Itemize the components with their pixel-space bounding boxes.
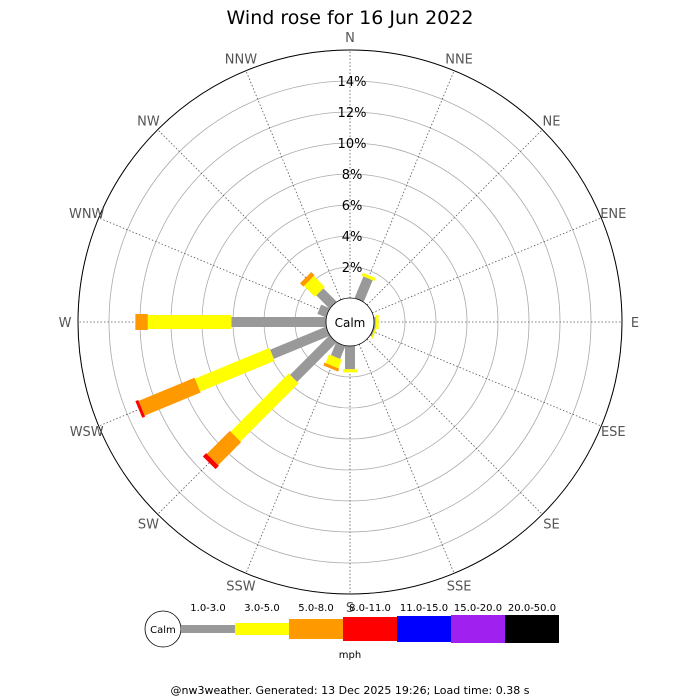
direction-label-ese: ESE [601,425,626,440]
direction-label-nne: NNE [445,53,473,68]
spoke-ne [366,129,543,306]
bar-ssw-5.0-8.0 [323,362,340,372]
radial-tick-labels: 2% 4% 6% 8% 10% 12% 14% [338,75,367,276]
bar-nne-1.0-3.0 [354,276,373,302]
bar-wnw-1.0-3.0 [317,304,330,318]
bar-sw-5.0-8.0 [206,430,242,466]
bar-sw-3.0-5.0 [230,373,299,442]
speed-legend: Calm 1.0-3.0 3.0-5.0 5.0-8.0 8.0-11.0 11.0-15… [144,603,559,661]
direction-labels: N NNE NE ENE E ESE SE SSE S SSW SW WSW W WNW NW NNW [59,31,640,616]
legend-swatch-1.0-3.0 [181,625,235,633]
direction-label-nw: NW [137,114,160,129]
legend-bin-label: 8.0-11.0 [349,603,391,614]
spoke-nne [358,70,455,300]
direction-label-ene: ENE [600,207,626,222]
direction-label-e: E [631,316,639,331]
bar-sw-8.0-11.0 [202,453,219,470]
calm-center: Calm [325,297,375,347]
direction-spokes [78,50,622,594]
bar-nw-5.0-8.0 [299,271,315,287]
calm-label: Calm [335,316,366,330]
spoke-sse [358,344,455,574]
direction-label-ne: NE [543,114,561,129]
radial-tick-label: 10% [338,137,367,152]
bar-ssw-1.0-3.0 [330,342,346,359]
radial-tick-label: 12% [338,106,367,121]
bar-wsw-5.0-8.0 [138,377,201,416]
legend-bin-label: 1.0-3.0 [190,603,225,614]
legend-swatch-11.0-15.0 [397,616,451,642]
radial-tick-label: 8% [342,168,363,183]
direction-label-ssw: SSW [226,579,256,594]
legend-swatch-8.0-11.0 [343,617,397,641]
spoke-ene [372,217,602,314]
spoke-nnw [245,70,342,300]
radial-tick-label: 2% [342,261,363,276]
chart-title: Wind rose for 16 Jun 2022 [227,7,474,29]
direction-label-w: W [59,316,72,331]
legend-bin-label: 5.0-8.0 [298,603,333,614]
bar-ese-3.0-5.0 [370,325,378,339]
calm-circle [325,297,375,347]
direction-label-wsw: WSW [70,425,104,440]
legend-bin-label: 11.0-15.0 [400,603,448,614]
legend-swatch-3.0-5.0 [235,623,289,635]
legend-calm-label: Calm [150,625,176,636]
spoke-se [366,338,543,515]
bar-wsw-8.0-11.0 [135,399,146,418]
radial-tick-label: 6% [342,199,363,214]
spoke-wnw [98,217,328,314]
direction-label-sw: SW [138,518,159,533]
direction-label-n: N [345,31,355,46]
spoke-ese [372,330,602,427]
legend-bin-label: 20.0-50.0 [508,603,556,614]
footer-credit: @nw3weather. Generated: 13 Dec 2025 19:2… [171,684,530,697]
legend-units: mph [339,650,361,661]
direction-label-wnw: WNW [69,207,105,222]
direction-label-sse: SSE [447,579,472,594]
spoke-sw [157,338,334,515]
legend-swatch-20.0-50.0 [505,615,559,643]
bar-wsw-1.0-3.0 [270,326,330,359]
radial-tick-label: 14% [338,75,367,90]
direction-label-se: SE [543,518,559,533]
legend-bin-label: 3.0-5.0 [244,603,279,614]
spoke-ssw [245,344,342,574]
bar-sw-1.0-3.0 [290,335,337,382]
wind-bars [135,271,379,470]
outer-ring [77,49,623,595]
bar-nw-1.0-3.0 [316,288,337,309]
radial-tick-label: 4% [342,230,363,245]
bar-nne-3.0-5.0 [361,272,376,282]
bar-wsw-3.0-5.0 [194,347,275,392]
legend-swatch-5.0-8.0 [289,619,343,639]
legend-swatch-15.0-20.0 [451,615,505,643]
spoke-nw [157,129,334,306]
bar-ssw-3.0-5.0 [325,354,342,369]
direction-label-s: S [346,601,354,616]
direction-label-nnw: NNW [225,53,257,68]
legend-bin-label: 15.0-20.0 [454,603,502,614]
bar-nw-3.0-5.0 [303,275,325,297]
